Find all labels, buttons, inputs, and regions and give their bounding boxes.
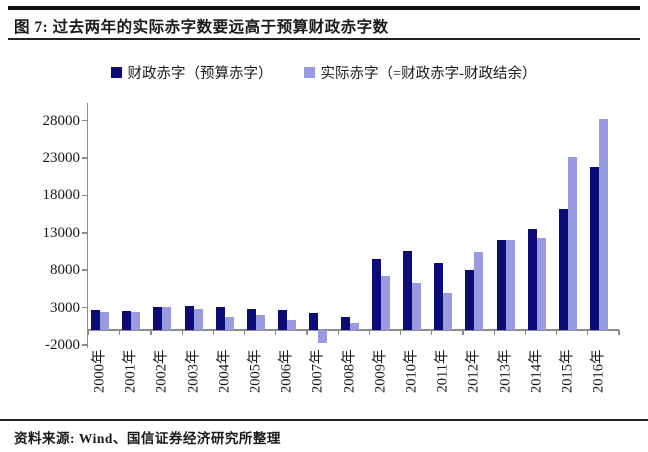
title-divider-rule — [8, 38, 640, 40]
bar-budget-2010年 — [403, 251, 412, 330]
y-tick-label: 3000 — [50, 299, 80, 316]
bar-actual-2006年 — [287, 320, 297, 330]
x-tick-label: 2008年 — [341, 349, 358, 394]
y-tick-label: 18000 — [42, 187, 81, 204]
x-tick-label: 2007年 — [309, 349, 326, 394]
bar-budget-2004年 — [215, 306, 225, 330]
bar-budget-2008年 — [340, 316, 350, 330]
bar-budget-2003年 — [184, 306, 194, 330]
bar-actual-2011年 — [443, 292, 453, 330]
bar-actual-2016年 — [599, 119, 609, 330]
y-axis-tick — [81, 232, 87, 234]
bar-budget-2012年 — [465, 270, 475, 330]
x-tick-label: 2000年 — [91, 349, 108, 394]
x-axis-tick — [88, 330, 90, 335]
bar-actual-2008年 — [349, 322, 359, 330]
y-tick-label: 8000 — [50, 262, 80, 279]
y-tick-label: 13000 — [42, 224, 81, 241]
bar-actual-2014年 — [536, 237, 546, 330]
x-tick-label: 2010年 — [403, 349, 420, 394]
x-tick-label: 2014年 — [528, 349, 545, 394]
bar-actual-2000年 — [100, 312, 109, 330]
y-axis-tick — [81, 194, 87, 197]
x-axis-tick — [524, 330, 526, 335]
x-axis-tick — [244, 330, 246, 335]
x-tick-label: 2002年 — [153, 349, 170, 394]
x-axis-tick — [306, 330, 308, 335]
x-axis-tick — [462, 330, 464, 335]
x-axis-tick — [556, 330, 558, 335]
x-tick-label: 2009年 — [372, 349, 389, 394]
y-tick-label: -2000 — [45, 336, 80, 353]
y-axis-tick — [81, 344, 87, 346]
x-axis-tick — [275, 330, 277, 335]
x-axis-tick — [212, 330, 214, 335]
bar-budget-2001年 — [122, 310, 132, 330]
bar-budget-2006年 — [278, 309, 288, 330]
bar-budget-2000年 — [91, 309, 100, 330]
x-tick-label: 2006年 — [278, 349, 295, 394]
bar-budget-2007年 — [309, 312, 319, 330]
x-axis-tick — [618, 330, 620, 335]
x-tick-label: 2012年 — [465, 349, 482, 394]
bar-budget-2016年 — [590, 166, 600, 330]
bar-budget-2014年 — [527, 229, 537, 330]
x-tick-label: 2016年 — [590, 349, 607, 394]
y-tick-label: 28000 — [42, 112, 81, 129]
figure-title: 图 7: 过去两年的实际赤字数要远高于预算财政赤字数 — [14, 19, 389, 36]
y-axis-tick — [81, 306, 87, 309]
y-axis-tick — [81, 157, 87, 159]
x-axis-tick — [400, 330, 402, 335]
bar-actual-2003年 — [193, 308, 203, 330]
bar-actual-2015年 — [568, 157, 577, 330]
bar-actual-2007年 — [318, 330, 328, 343]
x-tick-label: 2001年 — [122, 349, 139, 394]
x-tick-label: 2003年 — [185, 349, 202, 394]
x-axis-tick — [368, 330, 370, 335]
bar-actual-2001年 — [131, 312, 141, 330]
bar-actual-2013年 — [505, 240, 515, 330]
x-axis-tick — [337, 330, 339, 335]
chart-legend: 财政赤字（预算赤字） 实际赤字（=财政赤字-财政结余） — [0, 62, 648, 83]
bar-budget-2002年 — [153, 307, 163, 330]
legend-label-budget: 财政赤字（预算赤字） — [127, 66, 273, 82]
x-axis-tick — [431, 330, 433, 335]
x-axis-tick — [493, 330, 495, 335]
bar-actual-2004年 — [224, 316, 234, 330]
bar-actual-2005年 — [256, 315, 265, 330]
legend-item-actual-deficit: 实际赤字（=财政赤字-财政结余） — [304, 62, 537, 83]
legend-swatch-budget-icon — [111, 67, 123, 78]
y-axis-tick — [81, 119, 87, 122]
y-tick-label: 23000 — [42, 149, 81, 166]
source-note: 资料来源: Wind、国信证券经济研究所整理 — [14, 431, 281, 446]
x-tick-label: 2015年 — [559, 349, 576, 394]
bar-actual-2010年 — [412, 282, 421, 330]
x-tick-label: 2013年 — [497, 349, 514, 394]
x-tick-label: 2005年 — [247, 349, 264, 394]
y-axis-line — [86, 103, 88, 348]
x-tick-label: 2004年 — [216, 349, 233, 394]
legend-item-budget-deficit: 财政赤字（预算赤字） — [111, 62, 272, 83]
bar-actual-2002年 — [162, 307, 172, 330]
top-border-rule — [8, 6, 640, 10]
bar-budget-2013年 — [496, 240, 506, 330]
x-tick-label: 2011年 — [434, 349, 451, 393]
y-axis-tick — [81, 269, 87, 271]
bar-budget-2015年 — [559, 208, 568, 330]
x-axis-tick — [150, 330, 152, 335]
bar-budget-2009年 — [371, 258, 381, 330]
bar-budget-2011年 — [434, 262, 444, 330]
bar-actual-2012年 — [474, 252, 484, 330]
bar-budget-2005年 — [247, 309, 256, 330]
bar-actual-2009年 — [380, 276, 390, 330]
x-axis-tick — [181, 330, 183, 335]
legend-label-actual: 实际赤字（=财政赤字-财政结余） — [320, 66, 537, 82]
x-axis-tick — [119, 330, 121, 335]
legend-swatch-actual-icon — [304, 67, 316, 78]
footer-divider-rule — [0, 419, 648, 421]
x-axis-line — [86, 329, 619, 331]
x-axis-tick — [587, 330, 589, 335]
